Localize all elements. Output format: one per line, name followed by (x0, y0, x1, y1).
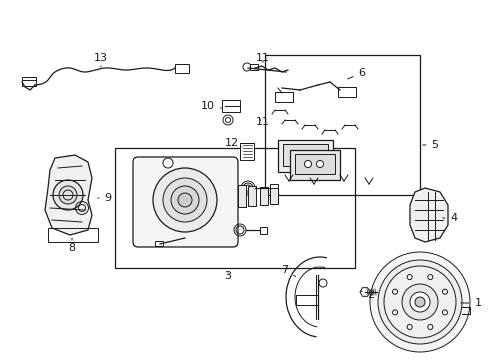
Circle shape (392, 310, 397, 315)
Circle shape (59, 186, 77, 204)
Circle shape (410, 292, 430, 312)
Text: 1: 1 (461, 298, 482, 308)
Text: 11: 11 (256, 53, 270, 63)
Bar (175, 64, 189, 73)
Bar (338, 87, 356, 97)
Bar (265, 55, 420, 195)
Circle shape (153, 168, 217, 232)
Bar (295, 154, 335, 174)
Circle shape (53, 180, 83, 210)
Bar (22, 77, 36, 86)
Circle shape (428, 324, 433, 329)
FancyBboxPatch shape (133, 157, 238, 247)
Bar (278, 140, 333, 172)
Text: 13: 13 (94, 53, 108, 67)
Bar (270, 188, 278, 204)
Bar (270, 184, 278, 192)
Bar (115, 148, 355, 268)
Text: 9: 9 (98, 193, 112, 203)
Bar (248, 186, 256, 206)
Circle shape (178, 193, 192, 207)
Polygon shape (360, 288, 370, 296)
Text: 2: 2 (361, 290, 374, 300)
Circle shape (370, 252, 470, 352)
Text: 11: 11 (256, 117, 270, 127)
Circle shape (384, 266, 456, 338)
Text: 8: 8 (69, 238, 75, 253)
Bar (155, 241, 163, 246)
Circle shape (171, 186, 199, 214)
Circle shape (402, 284, 438, 320)
Text: 7: 7 (281, 265, 295, 276)
Circle shape (317, 161, 323, 167)
Bar (250, 64, 258, 70)
Circle shape (442, 289, 447, 294)
Text: 4: 4 (443, 213, 458, 223)
Circle shape (428, 275, 433, 280)
Bar (290, 150, 340, 180)
Circle shape (294, 151, 302, 159)
Text: 10: 10 (201, 101, 222, 111)
Circle shape (309, 151, 317, 159)
Circle shape (392, 289, 397, 294)
Bar (222, 100, 240, 112)
Text: 12: 12 (225, 138, 242, 148)
Bar (283, 144, 328, 166)
Text: 6: 6 (347, 68, 366, 79)
Circle shape (407, 324, 412, 329)
Text: 3: 3 (224, 271, 231, 281)
Circle shape (163, 178, 207, 222)
Bar (275, 92, 293, 102)
Circle shape (304, 161, 312, 167)
Bar (260, 187, 268, 205)
Polygon shape (45, 155, 92, 235)
Polygon shape (410, 188, 448, 242)
Circle shape (442, 310, 447, 315)
Bar (238, 185, 246, 207)
Bar (48, 228, 98, 242)
Circle shape (378, 260, 462, 344)
Bar (260, 227, 267, 234)
Circle shape (415, 297, 425, 307)
Bar (240, 143, 254, 160)
Text: 5: 5 (423, 140, 439, 150)
Circle shape (407, 275, 412, 280)
